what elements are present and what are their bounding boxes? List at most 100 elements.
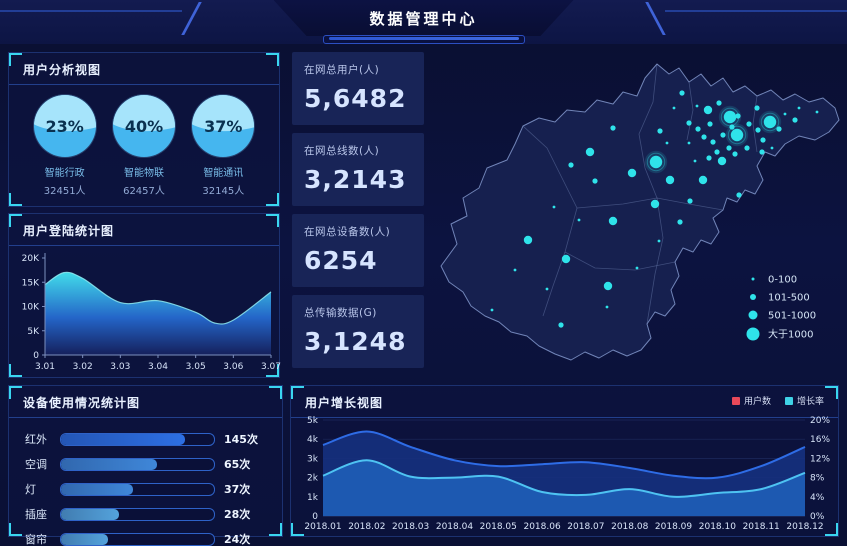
kpi-label: 在网总设备数(人) <box>304 226 391 238</box>
device-bar-row: 插座 28次 <box>25 506 266 522</box>
device-bar-value: 28次 <box>224 508 251 521</box>
map-point <box>736 192 742 198</box>
map-point-ring <box>646 152 666 172</box>
map-point <box>716 100 722 106</box>
map-point <box>585 147 595 157</box>
header-line-left <box>0 10 182 12</box>
gauge-2: 37% 智能通讯 32145人 <box>184 89 263 197</box>
map-legend-dot <box>751 277 755 281</box>
users-line <box>322 430 806 480</box>
legend-growthrate-label: 增长率 <box>796 397 824 407</box>
legend-item-users[interactable]: 用户数 <box>731 394 771 407</box>
growth-yleft-tick: 1k <box>307 493 319 503</box>
legend-users-label: 用户数 <box>743 397 771 407</box>
login-line <box>44 271 272 325</box>
map-inner-border <box>576 197 724 211</box>
kpi-value: 3,1248 <box>304 327 407 356</box>
device-bar-row: 空调 65次 <box>25 456 266 472</box>
kpi-label: 在网总用户(人) <box>304 64 380 76</box>
growth-yleft-tick: 4k <box>307 435 319 445</box>
map-point <box>513 268 517 272</box>
map-point <box>577 218 581 222</box>
panel-login-stats: 用户登陆统计图 0 5K 10K 15K 20K 3.01 3.02 3.03 3.04 3.05… <box>8 213 281 378</box>
device-bar-chart: 红外 145次 空调 65次 灯 37次 插座 28次 <box>9 418 282 546</box>
device-bar-label: 红外 <box>25 433 47 446</box>
gauge-row: 23% 智能行政 32451人 40% 智能物联 62457人 37% 智能通讯… <box>9 85 279 197</box>
map-point <box>523 235 533 245</box>
panel-title-device-usage: 设备使用情况统计图 <box>9 386 282 418</box>
login-y-tick: 10K <box>22 303 40 313</box>
growth-yleft-tick: 3k <box>307 454 319 464</box>
growth-x-tick: 2018.09 <box>655 522 692 532</box>
login-x-tick: 3.07 <box>261 362 281 372</box>
map-point <box>605 305 609 309</box>
map-point <box>603 281 613 291</box>
growthrate-area <box>323 460 805 516</box>
header-line-right <box>665 10 847 12</box>
device-bar-row: 灯 37次 <box>25 481 266 497</box>
header-slash-left <box>181 2 202 35</box>
gauge-circle: 40% <box>112 95 175 157</box>
growth-yright-tick: 20% <box>810 416 830 426</box>
map-inner-border <box>686 81 694 141</box>
gauge-count: 32145人 <box>202 186 245 197</box>
map-point <box>687 198 693 204</box>
kpi-value: 6254 <box>304 246 378 275</box>
gauge-count: 62457人 <box>123 186 165 197</box>
device-bar-row: 窗帘 24次 <box>25 531 266 546</box>
growth-x-tick: 2018.11 <box>743 522 780 532</box>
map-inner-border <box>542 207 578 317</box>
growth-yright-tick: 8% <box>810 474 825 484</box>
device-bar-label: 空调 <box>25 458 47 471</box>
map-point <box>693 159 697 163</box>
map-point <box>561 254 571 264</box>
map-legend-label: 501-1000 <box>768 311 816 322</box>
map-point <box>672 106 676 110</box>
map-point <box>592 178 598 184</box>
map-point-ring <box>727 125 747 145</box>
map-legend-dot <box>746 327 760 341</box>
map-point <box>677 219 683 225</box>
growth-yright-tick: 12% <box>810 454 830 464</box>
map-point <box>706 155 712 161</box>
region-scatter-map: 0-100 101-500 501-1000 大于1000 <box>427 48 847 380</box>
growth-x-tick: 2018.04 <box>436 522 473 532</box>
login-chart-svg: 0 5K 10K 15K 20K 3.01 3.02 3.03 3.04 3.05 3.06 3.07 <box>22 253 281 372</box>
growth-yleft-tick: 2k <box>307 474 319 484</box>
map-point <box>608 216 618 226</box>
login-y-tick: 5K <box>27 327 40 337</box>
map-point <box>714 149 720 155</box>
map-point <box>610 125 616 131</box>
login-chart: 0 5K 10K 15K 20K 3.01 3.02 3.03 3.04 3.05 3.06 3.07 <box>9 244 281 377</box>
login-x-tick: 3.06 <box>223 362 243 372</box>
growth-legend: 用户数 增长率 <box>731 394 824 407</box>
panel-user-growth: 用户增长视图 用户数 增长率 0 1k 2k 3k 4k 5k 0% 4% 8% 12% 16% 20… <box>290 385 839 537</box>
map-legend-label: 0-100 <box>768 275 797 286</box>
map-legend-dot <box>748 310 758 320</box>
header-slash-right <box>645 2 666 35</box>
map-point <box>665 141 669 145</box>
map-legend-label: 大于1000 <box>768 328 813 341</box>
panel-title-user-analysis: 用户分析视图 <box>9 53 279 85</box>
map-point <box>710 139 716 145</box>
map-point <box>792 117 798 123</box>
map-point <box>649 155 663 169</box>
device-bar-track <box>60 432 215 446</box>
header: 数据管理中心 <box>0 0 847 44</box>
map-point <box>770 146 774 150</box>
header-title-plate: 数据管理中心 <box>273 0 574 36</box>
header-deco-bar <box>322 35 525 44</box>
legend-item-growthrate[interactable]: 增长率 <box>784 394 824 407</box>
map-point <box>726 145 732 151</box>
map-point <box>687 141 691 145</box>
map-point <box>695 104 699 108</box>
map-point <box>729 124 735 130</box>
device-bar-value: 145次 <box>224 433 258 446</box>
device-bar-value: 24次 <box>224 533 251 546</box>
growth-yright-tick: 4% <box>810 493 825 503</box>
map-point <box>797 106 801 110</box>
device-bar-track <box>60 532 215 546</box>
map-point <box>701 134 707 140</box>
map-point <box>695 126 701 132</box>
map-point <box>568 162 574 168</box>
